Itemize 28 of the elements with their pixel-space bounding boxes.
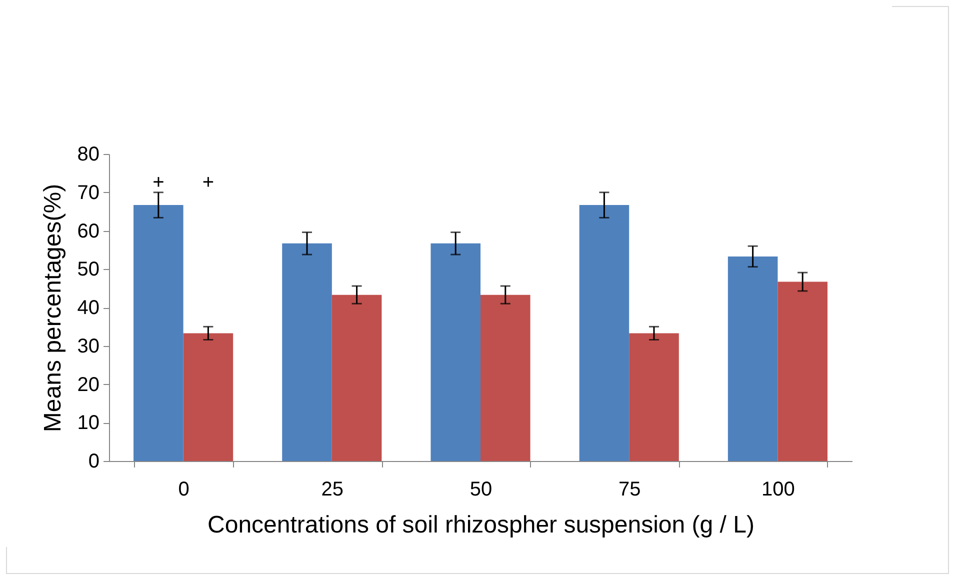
- bar: [134, 205, 184, 461]
- bar: [430, 243, 480, 461]
- y-tick-label: 10: [77, 412, 100, 434]
- y-tick-label: 30: [77, 335, 100, 358]
- x-tick-label: 0: [178, 478, 190, 500]
- x-tick-label: 25: [321, 478, 344, 500]
- y-tick-label: 0: [88, 450, 100, 472]
- x-tick-label: 100: [762, 478, 795, 500]
- bar: [480, 294, 530, 461]
- y-tick-label: 70: [77, 182, 100, 204]
- y-tick-label: 50: [77, 258, 100, 281]
- bar: [728, 256, 778, 461]
- y-tick-label: 60: [77, 220, 100, 242]
- y-tick-label: 20: [77, 374, 100, 396]
- x-tick-label: 50: [470, 478, 492, 500]
- bar: [183, 333, 234, 461]
- y-tick-label: 80: [77, 144, 100, 166]
- bar: [282, 243, 332, 461]
- bar: [332, 294, 382, 461]
- x-axis-title: Concentrations of soil rhizospher suspension (g / L): [208, 512, 754, 538]
- x-tick-label: 75: [618, 478, 641, 500]
- bar: [579, 205, 630, 461]
- y-axis-title: Means percentages(%): [39, 184, 66, 432]
- annotation: +: [152, 171, 164, 194]
- bar: [778, 282, 828, 461]
- y-tick-label: 40: [77, 297, 100, 319]
- annotation: +: [202, 171, 214, 194]
- bar: [629, 333, 679, 461]
